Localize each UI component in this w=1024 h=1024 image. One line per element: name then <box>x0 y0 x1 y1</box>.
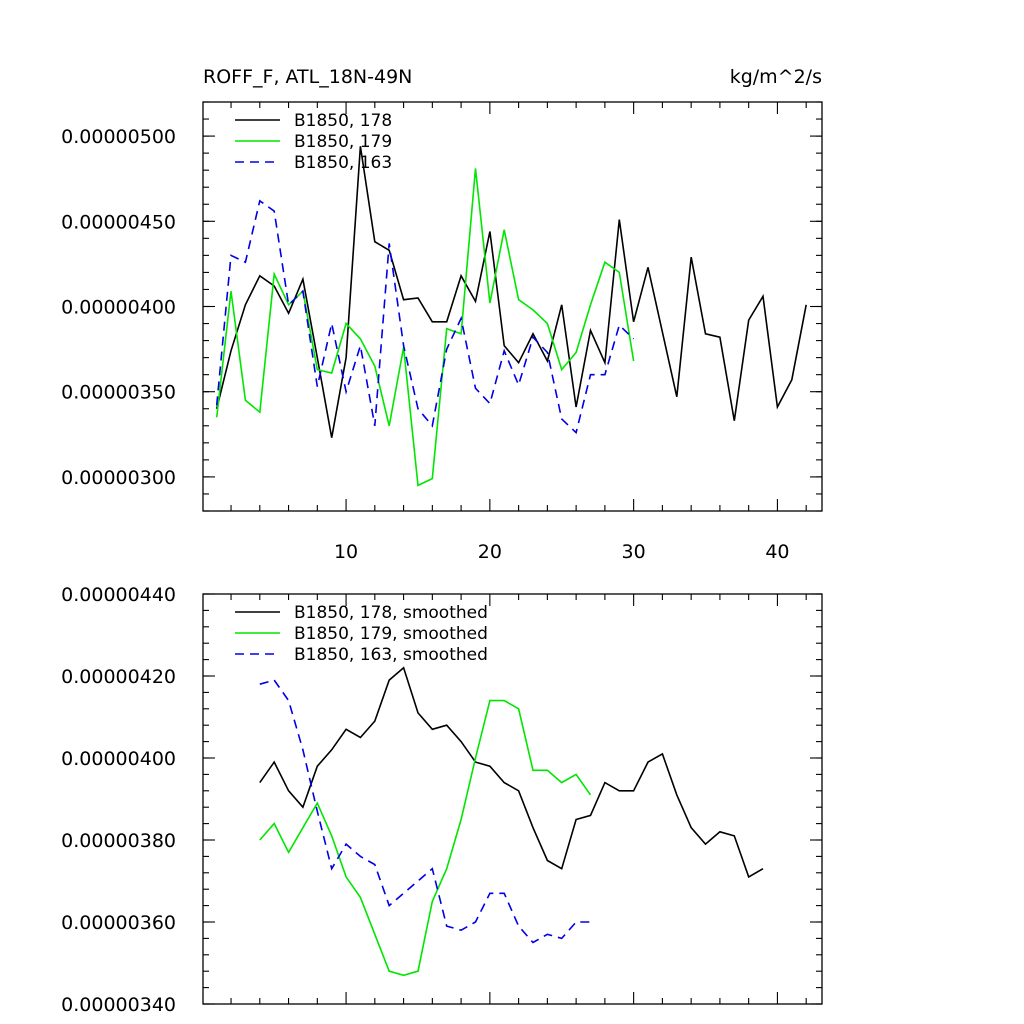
legend-label: B1850, 179, smoothed <box>294 624 488 644</box>
series-line-3 <box>215 199 635 435</box>
top-panel: 0.00000300 0.00000350 0.00000400 0.00000450… <box>61 101 823 563</box>
legend-label: B1850, 163, smoothed <box>294 645 488 665</box>
series-line-1 <box>215 146 807 438</box>
x-tick-label: 20 <box>478 541 502 563</box>
legend-label: B1850, 178, smoothed <box>294 603 488 623</box>
series-line-2 <box>215 168 635 487</box>
series-line-2 <box>259 699 592 977</box>
legend-label: B1850, 163 <box>294 153 392 173</box>
plot-frame <box>202 593 823 1005</box>
y-tick-label: 0.00000380 <box>61 830 176 852</box>
legend-label: B1850, 179 <box>294 132 392 152</box>
y-tick-label: 0.00000450 <box>61 211 176 233</box>
units-label: kg/m^2/s <box>730 66 822 88</box>
y-tick-label: 0.00000400 <box>61 297 176 319</box>
y-tick-label: 0.00000500 <box>61 126 176 148</box>
y-tick-label: 0.00000360 <box>61 912 176 934</box>
y-tick-label: 0.00000340 <box>61 994 176 1016</box>
x-tick-label: 10 <box>334 541 358 563</box>
x-tick-label: 40 <box>765 541 789 563</box>
series-line-1 <box>259 666 764 879</box>
bottom-panel: 0.00000340 0.00000360 0.00000380 0.00000400… <box>61 584 823 1016</box>
y-tick-label: 0.00000440 <box>61 584 176 606</box>
legend-label: B1850, 178 <box>294 111 392 131</box>
y-tick-label: 0.00000300 <box>61 467 176 489</box>
x-tick-label: 30 <box>622 541 646 563</box>
chart-title: ROFF_F, ATL_18N-49N <box>203 66 412 88</box>
series-line-3 <box>259 679 591 944</box>
y-tick-label: 0.00000350 <box>61 382 176 404</box>
y-tick-label: 0.00000400 <box>61 748 176 770</box>
y-tick-label: 0.00000420 <box>61 666 176 688</box>
